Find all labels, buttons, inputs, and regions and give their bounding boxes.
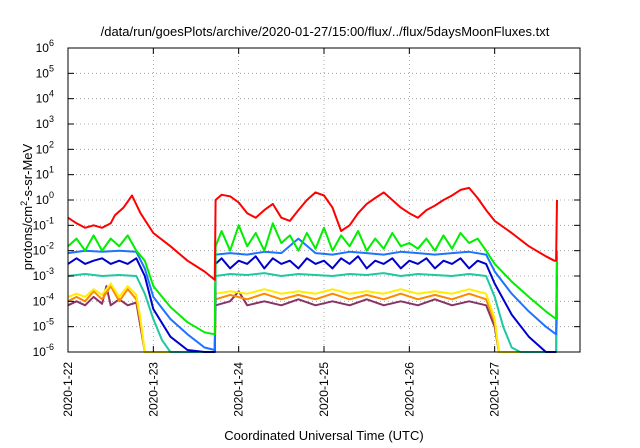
series-line-1 — [67, 186, 558, 281]
y-tick-label: 10-2 — [33, 241, 54, 258]
x-tick-label: 2020-1-24 — [232, 362, 246, 417]
series-line-2 — [67, 222, 558, 336]
y-tick-base: 10 — [36, 66, 50, 80]
y-tick-exponent: 3 — [49, 114, 54, 124]
y-tick-label: 10-6 — [33, 342, 54, 359]
y-tick-base: 10 — [33, 269, 47, 283]
y-tick-base: 10 — [33, 320, 47, 334]
grid — [67, 48, 580, 352]
x-tick-label: 2020-1-23 — [146, 362, 160, 417]
y-tick-exponent: -4 — [46, 291, 54, 301]
y-tick-base: 10 — [36, 41, 50, 55]
y-tick-base: 10 — [36, 168, 50, 182]
y-tick-label: 10-3 — [33, 266, 54, 283]
y-tick-exponent: -6 — [46, 342, 54, 352]
series-line-7 — [67, 285, 558, 353]
y-axis-title-post: -s-sr-MeV — [20, 143, 35, 200]
y-tick-base: 10 — [33, 345, 47, 359]
y-axis-title-sup: 2 — [19, 201, 29, 206]
plot-series — [67, 186, 558, 353]
y-tick-base: 10 — [33, 244, 47, 258]
series-line-4 — [67, 255, 557, 353]
x-tick-label: 2020-1-22 — [61, 362, 75, 417]
x-tick-label: 2020-1-26 — [402, 362, 416, 417]
series-line-3 — [67, 237, 558, 351]
y-tick-label: 102 — [36, 139, 54, 156]
y-tick-label: 10-5 — [33, 317, 54, 334]
y-tick-label: 10-1 — [33, 215, 54, 232]
y-axis-title: protons/cm2-s-sr-MeV — [19, 143, 35, 270]
y-tick-label: 100 — [36, 190, 54, 207]
y-axis: 10-610-510-410-310-210-11001011021031041… — [33, 38, 580, 359]
y-tick-label: 104 — [36, 89, 54, 106]
y-tick-exponent: -3 — [46, 266, 54, 276]
x-tick-label: 2020-1-27 — [488, 362, 502, 417]
y-tick-base: 10 — [36, 193, 50, 207]
series-line-5 — [67, 272, 558, 353]
y-tick-label: 105 — [36, 63, 54, 80]
y-tick-exponent: 2 — [49, 139, 54, 149]
y-tick-exponent: 6 — [49, 38, 54, 48]
chart-title: /data/run/goesPlots/archive/2020-01-27/1… — [101, 24, 550, 39]
y-tick-label: 103 — [36, 114, 54, 131]
y-tick-base: 10 — [33, 218, 47, 232]
x-axis-title: Coordinated Universal Time (UTC) — [224, 428, 423, 443]
x-axis: 2020-1-22 2020-1-23 2020-1-24 2020-1-25 2020… — [61, 48, 502, 417]
y-tick-exponent: 4 — [49, 89, 54, 99]
y-tick-exponent: 1 — [49, 165, 54, 175]
y-tick-exponent: -5 — [46, 317, 54, 327]
y-tick-exponent: 5 — [49, 63, 54, 73]
y-tick-label: 101 — [36, 165, 54, 182]
y-tick-label: 10-4 — [33, 291, 54, 308]
y-tick-base: 10 — [33, 294, 47, 308]
y-tick-base: 10 — [36, 142, 50, 156]
y-tick-base: 10 — [36, 117, 50, 131]
series-line-6 — [67, 282, 558, 353]
y-tick-base: 10 — [36, 92, 50, 106]
y-tick-label: 106 — [36, 38, 54, 55]
x-tick-label: 2020-1-25 — [317, 362, 331, 417]
y-tick-exponent: 0 — [49, 190, 54, 200]
y-tick-exponent: -1 — [46, 215, 54, 225]
series-line-8 — [67, 285, 558, 353]
y-axis-title-pre: protons/cm — [20, 206, 35, 270]
y-tick-exponent: -2 — [46, 241, 54, 251]
